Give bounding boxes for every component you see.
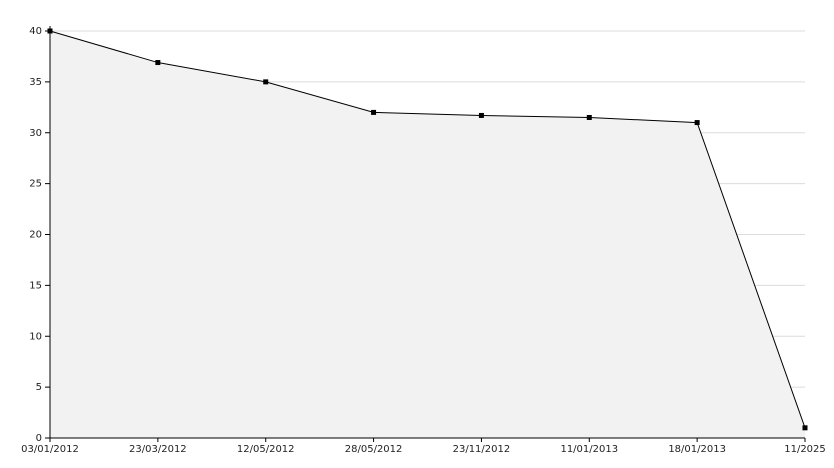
y-tick-label: 25: [29, 179, 42, 190]
point: [694, 120, 700, 126]
x-tick-label: 11/2025: [784, 444, 826, 455]
x-tick-label: 23/03/2012: [129, 444, 187, 455]
x-tick-label: 28/05/2012: [345, 444, 403, 455]
x-tick-label: 18/01/2013: [668, 444, 726, 455]
y-tick-label: 15: [29, 280, 42, 291]
x-tick-label: 03/01/2012: [21, 444, 79, 455]
point: [586, 114, 592, 120]
y-tick-label: 5: [36, 382, 42, 393]
x-tick-label: 12/05/2012: [237, 444, 295, 455]
area-fill: [50, 31, 805, 438]
y-tick-label: 35: [29, 77, 42, 88]
x-tick-label: 23/11/2012: [453, 444, 511, 455]
y-tick-label: 0: [36, 433, 42, 444]
y-tick-label: 30: [29, 128, 42, 139]
point: [263, 79, 269, 85]
line: [49, 30, 806, 428]
point: [478, 112, 484, 118]
point: [371, 109, 377, 115]
y-tick-label: 20: [29, 230, 42, 241]
point: [802, 425, 808, 431]
x-tick-label: 11/01/2013: [560, 444, 618, 455]
y-tick-label: 40: [29, 26, 42, 37]
y-tick-label: 10: [29, 331, 42, 342]
point: [155, 60, 161, 66]
